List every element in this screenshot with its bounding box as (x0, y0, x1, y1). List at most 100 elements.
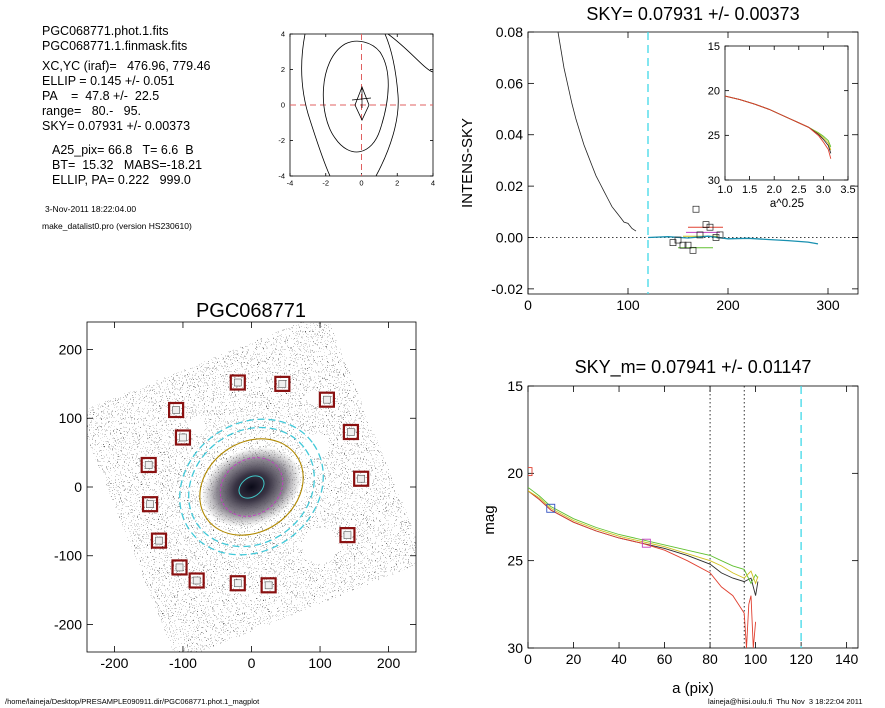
filename-phot: PGC068771.phot.1.fits (42, 24, 169, 38)
mask-box (174, 429, 192, 446)
sky-point-box (684, 241, 692, 249)
sky-plot-ylabel: INTENS-SKY (459, 118, 476, 208)
mask-box (141, 496, 159, 513)
sky-plot-frame (527, 31, 859, 295)
sky-ytick-label: 0.02 (496, 178, 523, 194)
sky-annulus-outer (179, 418, 324, 556)
mag-marker-box (641, 538, 651, 548)
contour-ytick-label: -4 (278, 172, 285, 181)
mask-box (229, 374, 246, 391)
mask-box (353, 470, 370, 487)
mask-box-star (343, 531, 352, 539)
footer-path: /home/laineja/Desktop/PRESAMPLE090911.di… (5, 697, 260, 706)
sky-ytick-label: 0.06 (496, 75, 523, 91)
contour-ytick-label: 0 (281, 101, 285, 110)
sky-point-box (696, 231, 704, 239)
contour-level-outer (301, 34, 399, 176)
isophote-core (238, 475, 265, 499)
galaxy-ytick-label: 100 (59, 410, 83, 426)
inset-ytick-label: 25 (708, 130, 720, 142)
param-a25: A25_pix= 66.8 T= 6.6 B (52, 143, 194, 157)
contour-center-marker (351, 97, 372, 101)
inset-xtick-label: 3.5 (840, 184, 855, 196)
mag-xtick-label: 20 (566, 651, 582, 667)
sky-point-box (706, 223, 714, 231)
mag-marker-box (528, 467, 533, 477)
contour-level-edge (387, 34, 433, 73)
galaxy-xtick-label: 200 (377, 655, 401, 671)
param-ellip: ELLIP = 0.145 +/- 0.051 (42, 74, 175, 88)
inset-ytick-label: 20 (708, 86, 720, 98)
inset-xlabel: a^0.25 (770, 198, 804, 210)
inset-xtick-label: 2.0 (767, 184, 782, 196)
sky-xtick-label: 300 (816, 297, 840, 313)
contour-ytick-label: -2 (278, 136, 285, 145)
mask-box-star (233, 579, 242, 588)
inset-ytick-label: 15 (708, 41, 720, 53)
param-ellip-pa: ELLIP, PA= 0.222 999.0 (52, 173, 191, 187)
sky-plot: SKY= 0.07931 +/- 0.00373 INTENS-SKY 0 100… (459, 4, 859, 313)
mask-box-star (155, 536, 163, 545)
contour-xtick-label: 0 (359, 179, 363, 188)
sky-annulus-inner (188, 426, 315, 548)
mask-box (171, 559, 188, 576)
mag-ytick-label: 25 (507, 553, 523, 569)
inset-frame (724, 45, 849, 181)
sky-xtick-label: 100 (616, 297, 640, 313)
mask-box (318, 391, 335, 408)
mask-box-star (323, 395, 331, 404)
sky-plot-title: SKY= 0.07931 +/- 0.00373 (586, 4, 799, 24)
contour-level-middle (322, 40, 389, 153)
galaxy-ytick-label: 0 (74, 479, 82, 495)
mask-box (140, 456, 157, 474)
mask-box (342, 423, 359, 441)
contour-ytick-label: 4 (281, 30, 285, 39)
mask-box (229, 575, 246, 592)
mask-box-star (357, 474, 365, 483)
sky-point-box (712, 234, 720, 241)
sky-ytick-label: 0.04 (496, 127, 523, 143)
contour-plot: -4 -2 0 2 4 -4 -2 0 2 4 (278, 30, 435, 188)
sky-point-box (689, 246, 697, 254)
inset-xtick-label: 3.0 (816, 184, 831, 196)
isophote-25mag (199, 438, 304, 536)
mag-xtick-label: 80 (702, 651, 718, 667)
sky-ytick-label: 0.00 (496, 229, 523, 245)
contour-xtick-label: 2 (395, 179, 399, 188)
mag-xtick-label: 0 (524, 651, 532, 667)
sky-point-box (692, 205, 700, 213)
galaxy-overlays (140, 374, 370, 594)
sky-ytick-label: -0.02 (491, 281, 523, 297)
contour-level-inner (354, 85, 370, 121)
galaxy-ytick-label: 200 (59, 341, 83, 357)
sky-profile-line (557, 32, 637, 232)
mag-xtick-label: 40 (611, 651, 627, 667)
sky-point-box (679, 241, 687, 249)
param-range: range= 80.- 95. (42, 104, 142, 118)
mag-plot-frame (527, 385, 859, 649)
mask-box-star (172, 406, 180, 414)
param-pa: PA = 47.8 +/- 22.5 (42, 89, 160, 103)
masked-star (302, 527, 339, 564)
galaxy-title: PGC068771 (196, 300, 306, 322)
galaxy-core (201, 447, 302, 527)
mag-profile-line (528, 486, 759, 585)
mag-xtick-label: 120 (789, 651, 813, 667)
mag-profile-line (528, 490, 757, 648)
inset-xtick-label: 1.0 (717, 184, 732, 196)
mask-box (274, 375, 291, 392)
mag-profile-line (528, 490, 759, 585)
masked-star (188, 417, 205, 434)
mask-box (168, 401, 185, 419)
timestamp: 3-Nov-2011 18:22:04.00 (45, 204, 137, 214)
mag-plot-ylabel: mag (481, 505, 498, 534)
sky-point-box (702, 221, 710, 228)
sky-xtick-label: 200 (716, 297, 740, 313)
galaxy-xtick-label: -100 (169, 655, 197, 671)
param-center: XC,YC (iraf)= 476.96, 779.46 (42, 59, 211, 73)
mask-box-star (175, 563, 184, 572)
mask-box-star (179, 433, 187, 442)
inset-xtick-label: 1.5 (742, 184, 757, 196)
contour-xtick-label: 4 (431, 179, 435, 188)
